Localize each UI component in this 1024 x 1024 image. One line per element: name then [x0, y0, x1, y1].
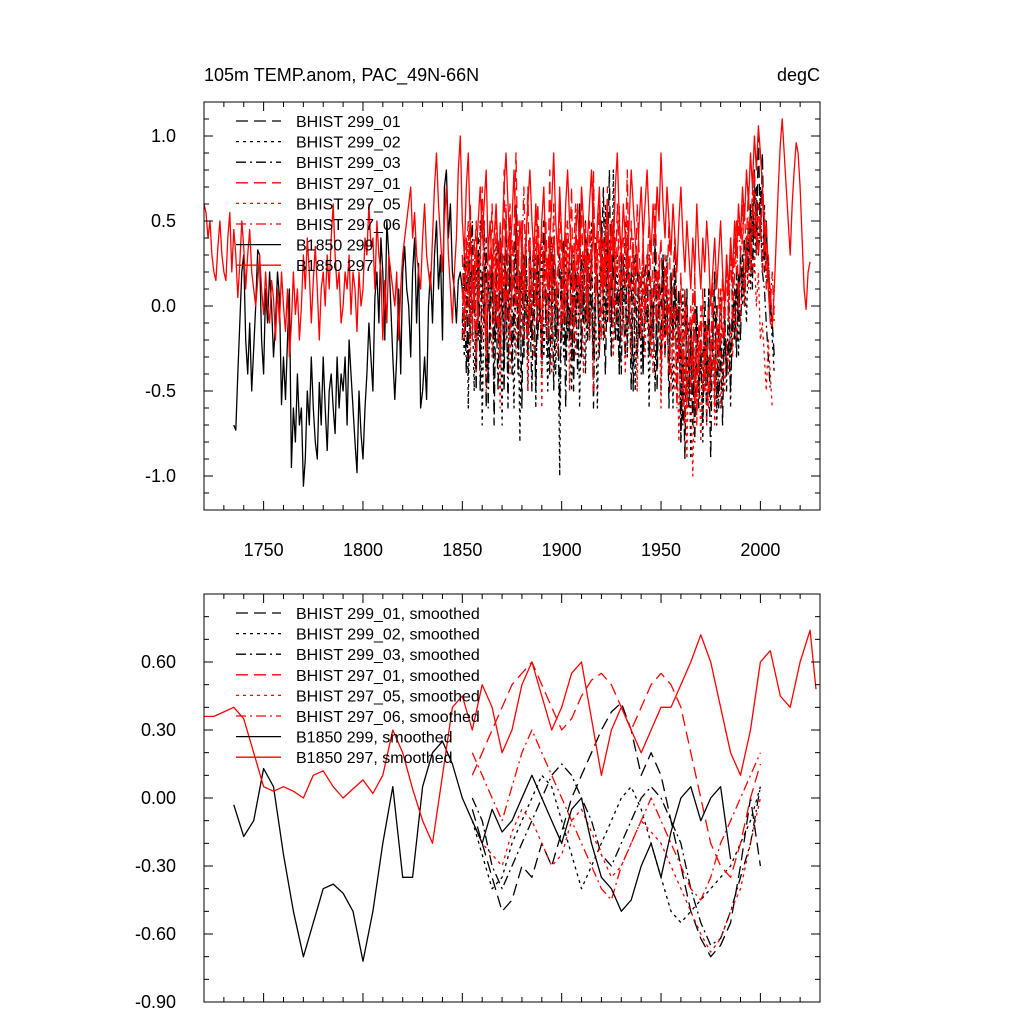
bottom-legend-label-bhist-297-01-smoothed: BHIST 297_01, smoothed — [296, 668, 480, 685]
top-legend-label-bhist-299-02: BHIST 299_02 — [296, 135, 401, 152]
bottom-series-bhist-299-01-smoothed — [471, 702, 762, 958]
top-ytick-label: -1.0 — [145, 466, 176, 486]
bottom-legend-label-bhist-297-05-smoothed: BHIST 297_05, smoothed — [296, 688, 480, 705]
bottom-axes: -0.90 -0.60 -0.30 0.00 0.30 0.60 — [135, 593, 821, 1012]
top-legend-label-bhist-297-06: BHIST 297_06 — [296, 217, 401, 234]
top-series — [204, 118, 811, 487]
bottom-legend: BHIST 299_01, smoothed BHIST 299_02, smoo… — [236, 606, 480, 767]
bottom-ytick-label: 0.30 — [141, 720, 176, 740]
top-plot-frame — [203, 101, 821, 511]
bottom-series-b1850-299-smoothed — [233, 740, 732, 962]
bottom-plot-frame — [203, 593, 821, 1003]
bottom-legend-label-bhist-299-03-smoothed: BHIST 299_03, smoothed — [296, 647, 480, 664]
bottom-ytick-label: -0.30 — [135, 856, 176, 876]
bottom-panel: -0.90 -0.60 -0.30 0.00 0.30 0.60 BHIST 299_01… — [135, 593, 821, 1012]
top-legend-label-b1850-297: B1850 297 — [296, 258, 374, 275]
top-ytick-label: 0.5 — [151, 211, 176, 231]
top-xtick-label: 1900 — [542, 540, 582, 560]
top-legend-label-bhist-299-01: BHIST 299_01 — [296, 114, 401, 131]
top-panel-title: 105m TEMP.anom, PAC_49N-66N — [204, 65, 479, 86]
top-series-bhist-299-02 — [461, 169, 775, 477]
top-legend-label-b1850-299: B1850 299 — [296, 238, 374, 255]
top-ytick-label: 0.0 — [151, 296, 176, 316]
top-series-bhist-297-05 — [461, 220, 773, 477]
bottom-series-b1850-297-smoothed — [204, 629, 817, 844]
top-series-bhist-299-03 — [461, 186, 771, 460]
bottom-series-bhist-297-06-smoothed — [471, 729, 761, 901]
top-xtick-label: 1950 — [641, 540, 681, 560]
top-legend-label-bhist-297-01: BHIST 297_01 — [296, 176, 401, 193]
bottom-legend-label-b1850-299-smoothed: B1850 299, smoothed — [296, 730, 453, 747]
bottom-legend-label-bhist-299-01-smoothed: BHIST 299_01, smoothed — [296, 606, 480, 623]
bottom-legend-label-b1850-297-smoothed: B1850 297, smoothed — [296, 750, 453, 767]
bottom-legend-label-bhist-297-06-smoothed: BHIST 297_06, smoothed — [296, 709, 480, 726]
top-panel-units: degC — [777, 65, 820, 85]
top-axes: -1.0 -0.5 0.0 0.5 1.0 1750 1800 1850 1900 1950 200… — [145, 101, 821, 560]
top-legend-label-bhist-299-03: BHIST 299_03 — [296, 155, 401, 172]
bottom-ytick-label: 0.00 — [141, 788, 176, 808]
bottom-series — [204, 629, 817, 962]
top-series-bhist-297-01 — [461, 152, 775, 426]
top-legend-label-bhist-297-05: BHIST 297_05 — [296, 196, 401, 213]
bottom-ytick-label: -0.90 — [135, 992, 176, 1012]
top-ytick-label: 1.0 — [151, 126, 176, 146]
top-xtick-label: 1850 — [442, 540, 482, 560]
bottom-legend-label-bhist-299-02-smoothed: BHIST 299_02, smoothed — [296, 627, 480, 644]
bottom-ytick-label: 0.60 — [141, 652, 176, 672]
top-xtick-label: 2000 — [740, 540, 780, 560]
top-series-bhist-297-06 — [461, 186, 775, 426]
top-xtick-label: 1800 — [343, 540, 383, 560]
top-legend: BHIST 299_01 BHIST 299_02 BHIST 299_03 BHIS… — [236, 114, 401, 275]
top-series-b1850-297 — [204, 118, 811, 358]
top-panel: 105m TEMP.anom, PAC_49N-66N degC -1.0 -0.… — [145, 65, 821, 560]
bottom-series-bhist-297-01-smoothed — [471, 661, 762, 878]
bottom-series-bhist-299-03-smoothed — [471, 763, 762, 946]
top-series-b1850-299 — [233, 169, 463, 487]
top-xtick-label: 1750 — [244, 540, 284, 560]
top-ytick-label: -0.5 — [145, 381, 176, 401]
bottom-series-bhist-299-02-smoothed — [471, 774, 762, 924]
bottom-ytick-label: -0.60 — [135, 924, 176, 944]
